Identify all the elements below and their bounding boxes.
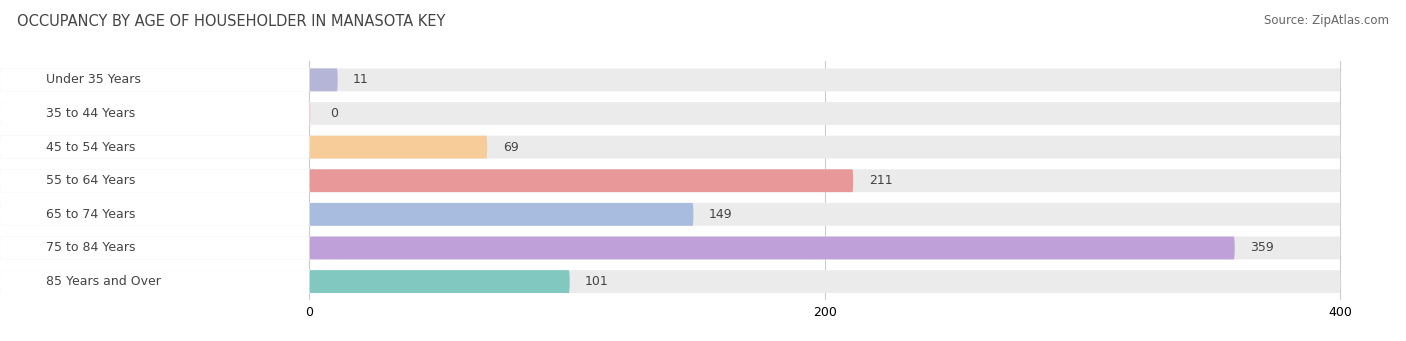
Text: 55 to 64 Years: 55 to 64 Years (46, 174, 136, 187)
FancyBboxPatch shape (0, 136, 1340, 159)
Text: 149: 149 (709, 208, 733, 221)
Text: OCCUPANCY BY AGE OF HOUSEHOLDER IN MANASOTA KEY: OCCUPANCY BY AGE OF HOUSEHOLDER IN MANAS… (17, 14, 446, 29)
FancyBboxPatch shape (0, 69, 309, 91)
Text: Under 35 Years: Under 35 Years (46, 73, 141, 86)
FancyBboxPatch shape (309, 237, 1234, 260)
FancyBboxPatch shape (309, 69, 337, 91)
Text: 85 Years and Over: 85 Years and Over (46, 275, 162, 288)
FancyBboxPatch shape (0, 270, 309, 293)
FancyBboxPatch shape (0, 169, 309, 192)
FancyBboxPatch shape (309, 203, 693, 226)
FancyBboxPatch shape (0, 237, 1340, 260)
FancyBboxPatch shape (0, 203, 1340, 226)
Text: 11: 11 (353, 73, 368, 86)
FancyBboxPatch shape (309, 136, 488, 159)
Text: 101: 101 (585, 275, 609, 288)
FancyBboxPatch shape (0, 203, 309, 226)
FancyBboxPatch shape (0, 270, 1340, 293)
Text: 75 to 84 Years: 75 to 84 Years (46, 241, 136, 254)
Text: Source: ZipAtlas.com: Source: ZipAtlas.com (1264, 14, 1389, 27)
Text: 45 to 54 Years: 45 to 54 Years (46, 140, 136, 153)
Text: 359: 359 (1250, 241, 1274, 254)
Text: 69: 69 (503, 140, 519, 153)
FancyBboxPatch shape (309, 169, 853, 192)
FancyBboxPatch shape (0, 136, 309, 159)
FancyBboxPatch shape (0, 169, 1340, 192)
FancyBboxPatch shape (0, 102, 309, 125)
FancyBboxPatch shape (0, 69, 1340, 91)
Text: 211: 211 (869, 174, 893, 187)
Text: 0: 0 (330, 107, 337, 120)
FancyBboxPatch shape (0, 102, 1340, 125)
FancyBboxPatch shape (0, 237, 309, 260)
FancyBboxPatch shape (309, 270, 569, 293)
Text: 35 to 44 Years: 35 to 44 Years (46, 107, 135, 120)
Text: 65 to 74 Years: 65 to 74 Years (46, 208, 136, 221)
